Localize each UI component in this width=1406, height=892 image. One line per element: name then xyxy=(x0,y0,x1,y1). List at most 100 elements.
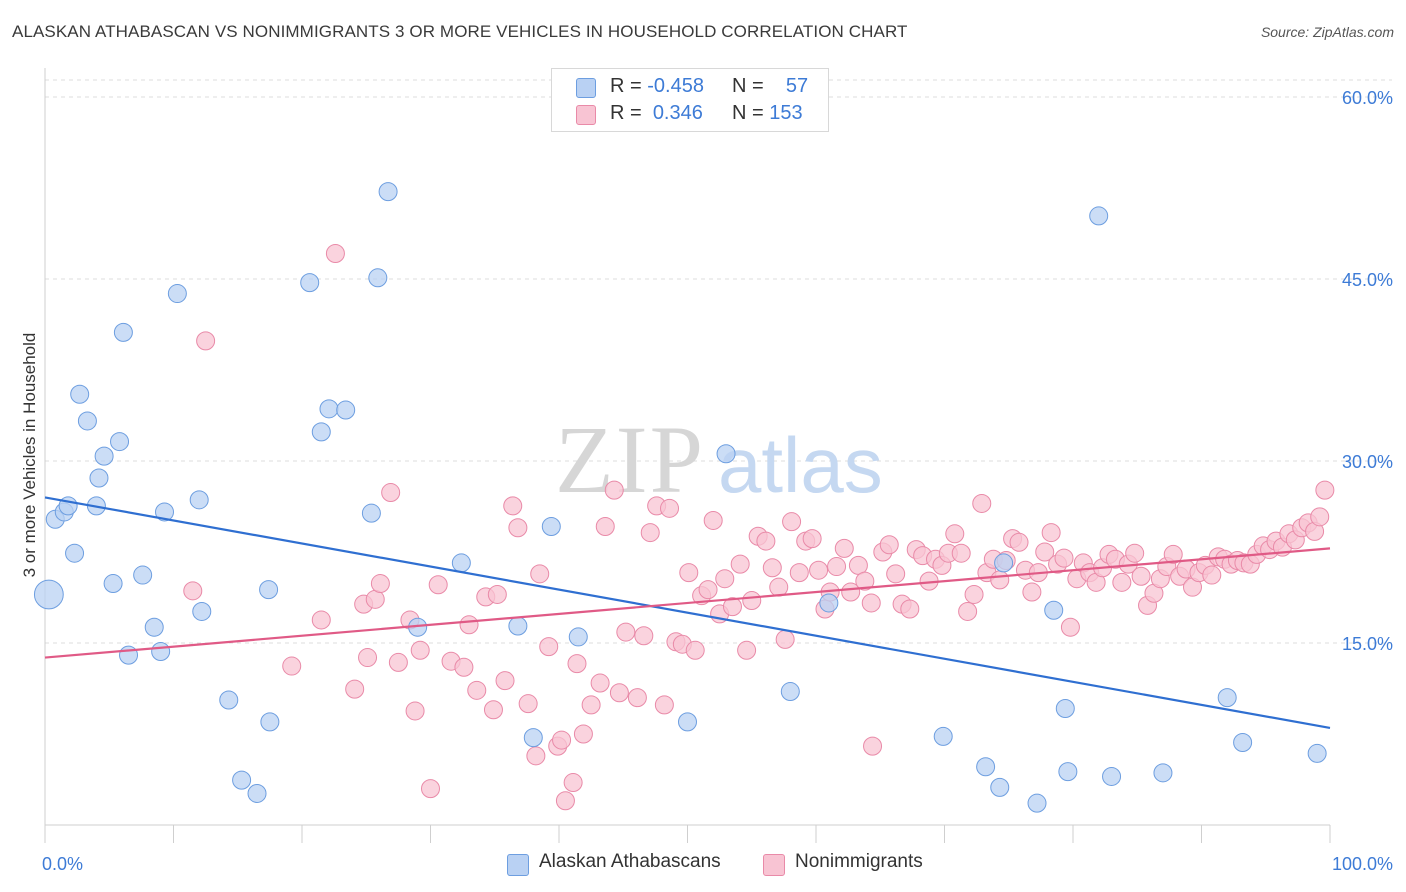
athabascan-point xyxy=(568,627,588,647)
y-tick-label: 60.0% xyxy=(1342,88,1393,108)
nonimmigrant-point xyxy=(703,510,723,530)
athabascan-point xyxy=(110,432,130,452)
athabascan-point xyxy=(155,502,175,522)
nonimmigrant-point xyxy=(841,582,861,602)
nonimmigrant-point xyxy=(1315,480,1335,500)
nonimmigrant-point xyxy=(964,584,984,604)
zipatlas-watermark: ZIP atlas xyxy=(555,406,883,513)
nonimmigrant-point xyxy=(183,581,203,601)
athabascan-point xyxy=(994,553,1014,573)
y-tick-label: 45.0% xyxy=(1342,270,1393,290)
blue-swatch xyxy=(507,854,529,876)
nonimmigrant-point xyxy=(503,496,523,516)
nonimmigrant-point xyxy=(827,557,847,577)
nonimmigrant-point xyxy=(1125,543,1145,563)
source-credit: Source: ZipAtlas.com xyxy=(1260,24,1394,40)
nonimmigrant-point xyxy=(616,622,636,642)
nonimmigrant-point xyxy=(421,779,440,799)
nonimmigrant-point xyxy=(958,601,978,621)
correlation-legend: R = -0.458 N = 57 R = 0.346 N = 153 xyxy=(551,68,829,132)
nonimmigrant-point xyxy=(834,538,854,558)
legend-r-nonimmigrants: R = 0.346 xyxy=(610,102,703,124)
nonimmigrant-point xyxy=(508,518,528,538)
athabascan-point xyxy=(89,468,109,488)
legend-label-nonimmigrants: Nonimmigrants xyxy=(795,851,923,872)
tick-labels: 15.0% 30.0% 45.0% 60.0% 0.0% 100.0% xyxy=(42,88,1393,874)
athabascan-point xyxy=(144,617,164,637)
nonimmigrant-point xyxy=(539,637,559,657)
nonimmigrant-point xyxy=(590,673,610,693)
nonimmigrant-point xyxy=(1131,566,1151,586)
legend-n-nonimmigrants: N = 153 xyxy=(732,102,803,124)
athabascan-point xyxy=(260,712,280,732)
nonimmigrant-point xyxy=(1060,617,1080,637)
nonimmigrant-point xyxy=(467,680,487,700)
nonimmigrant-point xyxy=(388,652,408,672)
nonimmigrant-point xyxy=(762,558,782,578)
athabascan-point xyxy=(1217,688,1237,708)
nonimmigrant-point xyxy=(530,564,550,584)
athabascan-point xyxy=(319,399,339,419)
nonimmigrant-point xyxy=(1022,582,1042,602)
athabascan-point xyxy=(77,411,97,431)
legend-r-athabascans: R = -0.458 xyxy=(610,75,704,97)
nonimmigrant-point xyxy=(555,791,575,811)
nonimmigrant-point xyxy=(685,640,705,660)
athabascan-point xyxy=(541,517,561,537)
athabascan-point xyxy=(716,444,736,464)
athabascan-point xyxy=(133,565,153,585)
athabascan-point xyxy=(247,783,267,803)
nonimmigrant-point xyxy=(715,569,735,589)
chart-title: ALASKAN ATHABASCAN VS NONIMMIGRANTS 3 OR… xyxy=(12,22,908,41)
y-tick-label: 30.0% xyxy=(1342,452,1393,472)
athabascan-point xyxy=(368,268,388,288)
athabascan-point xyxy=(1102,766,1122,786)
nonimmigrant-point xyxy=(627,688,647,708)
nonimmigrant-point xyxy=(855,571,875,591)
nonimmigrant-point xyxy=(345,679,365,699)
nonimmigrant-point xyxy=(567,654,587,674)
pink-swatch xyxy=(763,854,785,876)
athabascan-point xyxy=(103,574,123,594)
nonimmigrant-point xyxy=(1202,565,1222,585)
x-tick-label: 0.0% xyxy=(42,854,83,874)
nonimmigrant-point xyxy=(879,535,899,555)
nonimmigrant-point xyxy=(518,694,538,714)
legend-n-athabascans: N = 57 xyxy=(732,75,809,97)
athabascan-point xyxy=(219,690,239,710)
gridlines xyxy=(45,79,1392,644)
athabascan-point xyxy=(259,580,279,600)
axes xyxy=(44,68,1331,843)
athabascan-point xyxy=(976,757,996,777)
athabascan-point xyxy=(94,446,114,466)
nonimmigrant-point xyxy=(609,683,629,703)
nonimmigrant-point xyxy=(495,671,515,691)
athabascan-point xyxy=(1027,793,1047,813)
athabascan-point xyxy=(378,182,398,202)
athabascan-point xyxy=(311,422,331,442)
athabascan-point xyxy=(189,490,209,510)
nonimmigrant-point xyxy=(679,563,699,583)
nonimmigrant-point xyxy=(730,554,750,574)
nonimmigrant-point xyxy=(1163,544,1183,564)
legend-label-athabascans: Alaskan Athabascans xyxy=(539,851,721,872)
nonimmigrant-point xyxy=(782,512,802,532)
nonimmigrant-point xyxy=(660,498,680,518)
nonimmigrant-point xyxy=(365,589,385,609)
nonimmigrant-point xyxy=(972,493,992,513)
nonimmigrant-point xyxy=(769,577,789,597)
nonimmigrant-point xyxy=(863,736,883,756)
nonimmigrant-point xyxy=(311,610,331,630)
nonimmigrant-point xyxy=(1112,572,1132,592)
athabascan-point xyxy=(819,593,839,613)
nonimmigrant-point xyxy=(775,629,795,649)
athabascan-point xyxy=(451,553,471,573)
nonimmigrant-point xyxy=(742,591,762,611)
nonimmigrant-point xyxy=(756,531,776,551)
athabascan-point xyxy=(933,726,953,746)
y-tick-label: 15.0% xyxy=(1342,634,1393,654)
athabascan-point xyxy=(1044,600,1064,620)
nonimmigrant-trend-line xyxy=(44,547,1331,659)
trend-lines xyxy=(44,496,1331,730)
